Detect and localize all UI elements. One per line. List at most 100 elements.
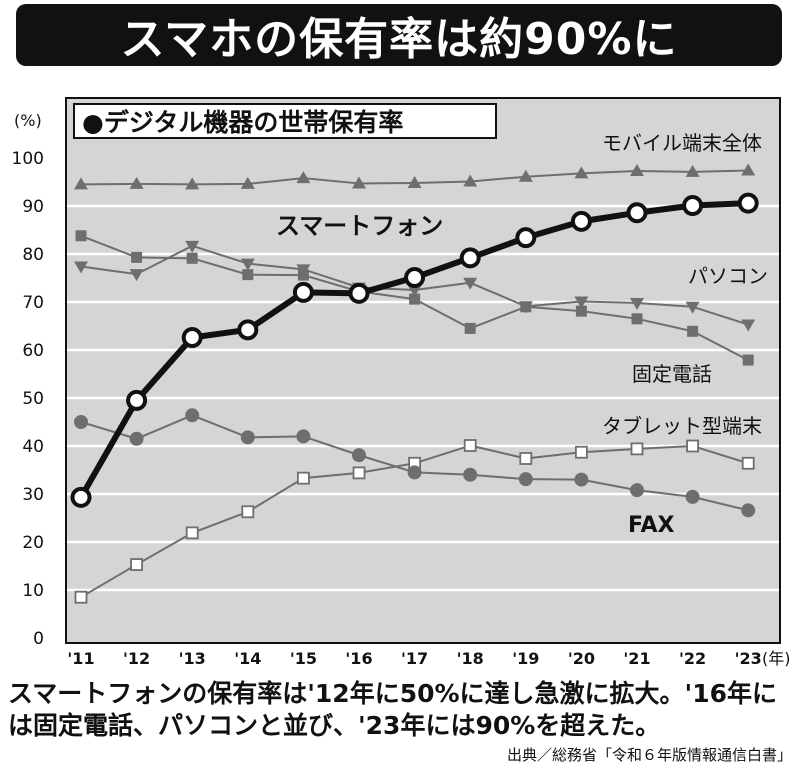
data-point bbox=[686, 439, 699, 453]
data-point bbox=[741, 503, 756, 518]
data-point bbox=[463, 439, 477, 452]
chart-title-box bbox=[73, 103, 497, 139]
data-point bbox=[131, 251, 143, 263]
data-point bbox=[407, 465, 422, 480]
data-point bbox=[404, 267, 426, 289]
data-point bbox=[129, 431, 144, 446]
caption: スマートフォンの保有率は'12年に50%に達し急激に拡大。'16年には固定電話、… bbox=[8, 679, 777, 740]
data-point bbox=[741, 456, 755, 470]
y-tick-label: 20 bbox=[22, 533, 44, 553]
y-axis-unit: (%) bbox=[14, 111, 42, 130]
data-point bbox=[687, 325, 699, 337]
y-tick-label: 50 bbox=[22, 389, 44, 409]
data-point bbox=[409, 293, 421, 305]
data-point bbox=[348, 282, 370, 304]
series-label: FAX bbox=[628, 513, 675, 538]
series-label: パソコン bbox=[688, 264, 768, 288]
data-point bbox=[241, 505, 255, 519]
data-point bbox=[185, 526, 199, 540]
data-point bbox=[685, 301, 700, 314]
x-tick-label: '19 bbox=[512, 649, 539, 668]
x-axis-labels: '11 '12 '13 '14 '15 '16 '17 '18 '19 '20 '21 '22 '23 bbox=[67, 649, 761, 668]
data-point bbox=[292, 281, 314, 303]
data-point bbox=[575, 445, 588, 459]
data-point bbox=[185, 408, 200, 423]
data-point bbox=[352, 448, 366, 463]
x-tick-label: '17 bbox=[401, 649, 428, 668]
y-tick-label: 80 bbox=[22, 245, 44, 265]
data-point bbox=[237, 319, 259, 341]
y-tick-label: 90 bbox=[22, 197, 44, 217]
data-point bbox=[186, 252, 198, 264]
y-tick-label: 60 bbox=[22, 341, 44, 361]
data-point bbox=[240, 430, 255, 445]
data-point bbox=[464, 322, 476, 334]
data-point bbox=[74, 590, 88, 604]
data-point bbox=[185, 177, 200, 190]
data-point bbox=[685, 164, 700, 177]
data-point bbox=[518, 472, 533, 487]
data-point bbox=[74, 415, 88, 429]
data-point bbox=[630, 297, 644, 310]
data-point bbox=[240, 176, 255, 189]
data-point bbox=[129, 176, 144, 189]
series-markers bbox=[70, 163, 759, 604]
data-point bbox=[240, 258, 255, 271]
series-label: モバイル端末全体 bbox=[602, 131, 762, 155]
data-point bbox=[570, 210, 592, 232]
data-point bbox=[74, 261, 88, 274]
x-tick-label: '15 bbox=[290, 649, 317, 668]
data-point bbox=[242, 269, 254, 281]
data-point bbox=[626, 202, 648, 224]
data-point bbox=[630, 163, 644, 176]
x-tick-label: '23 bbox=[735, 649, 762, 668]
series-label: タブレット型端末 bbox=[602, 414, 762, 438]
data-point bbox=[574, 472, 589, 487]
x-tick-label: '18 bbox=[457, 649, 484, 668]
data-point bbox=[741, 163, 756, 176]
data-point bbox=[296, 429, 311, 444]
y-tick-label: 30 bbox=[22, 485, 44, 505]
x-tick-label: '20 bbox=[568, 649, 595, 668]
data-point bbox=[741, 319, 756, 332]
data-point bbox=[70, 486, 92, 508]
data-point bbox=[130, 558, 144, 571]
data-point bbox=[631, 313, 643, 325]
data-point bbox=[126, 389, 148, 411]
plot-background bbox=[65, 97, 781, 644]
y-tick-label: 10 bbox=[22, 581, 44, 601]
series-label: 固定電話 bbox=[632, 362, 712, 386]
data-point bbox=[463, 277, 478, 290]
x-tick-label: '21 bbox=[623, 649, 650, 668]
data-point bbox=[574, 166, 589, 179]
data-point bbox=[297, 269, 309, 281]
data-point bbox=[515, 227, 537, 249]
chart-title: ●デジタル機器の世帯保有率 bbox=[82, 108, 403, 137]
data-point bbox=[296, 171, 311, 184]
data-point bbox=[407, 285, 422, 297]
data-point bbox=[575, 305, 587, 317]
data-point bbox=[574, 296, 589, 309]
y-tick-label: 70 bbox=[22, 293, 44, 313]
data-point bbox=[463, 174, 478, 187]
y-tick-label: 100 bbox=[12, 149, 44, 169]
data-point bbox=[630, 442, 644, 456]
data-point bbox=[459, 247, 481, 269]
x-tick-label: '14 bbox=[234, 649, 261, 668]
x-tick-label: '22 bbox=[679, 649, 706, 668]
data-point bbox=[742, 354, 754, 366]
x-tick-label: '11 bbox=[67, 649, 94, 668]
data-point bbox=[75, 230, 87, 242]
source: 出典／総務省「令和６年版情報通信白書」 bbox=[506, 746, 792, 764]
x-tick-label: '16 bbox=[345, 649, 372, 668]
data-point bbox=[129, 269, 144, 282]
x-axis-unit: (年) bbox=[762, 649, 791, 668]
headline: スマホの保有率は約90%に bbox=[16, 4, 782, 66]
grid-lines bbox=[67, 204, 779, 592]
data-point bbox=[737, 192, 759, 214]
series-label: スマートフォン bbox=[276, 212, 443, 240]
data-point bbox=[519, 452, 533, 465]
data-point bbox=[74, 177, 88, 190]
